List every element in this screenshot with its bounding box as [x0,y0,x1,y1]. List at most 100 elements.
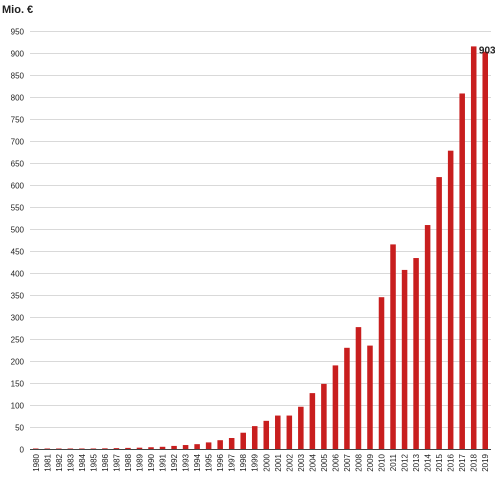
bar-1984 [79,449,85,450]
x-tick-label-1995: 1995 [205,453,214,471]
y-tick-label-150: 150 [11,380,25,389]
bar-1983 [68,449,74,450]
y-tick-label-650: 650 [11,160,25,169]
x-tick-label-1981: 1981 [43,453,52,471]
x-tick-label-2001: 2001 [274,453,283,471]
bar-1987 [114,448,120,449]
x-tick-label-2009: 2009 [366,453,375,471]
y-tick-label-550: 550 [11,204,25,213]
y-tick-label-250: 250 [11,336,25,345]
bar-2006 [333,365,339,449]
bar-2007 [344,348,350,449]
bar-2001 [275,416,281,449]
x-tick-label-1984: 1984 [78,453,87,471]
x-tick-label-2010: 2010 [378,453,387,471]
x-tick-label-2019: 2019 [481,453,490,471]
bar-1995 [206,442,212,449]
bar-2008 [356,327,362,449]
bar-1999 [252,426,258,449]
bar-2002 [287,416,293,449]
x-tick-label-2012: 2012 [401,453,410,471]
bar-1981 [45,449,51,450]
x-tick-label-2011: 2011 [389,453,398,471]
x-tick-label-2003: 2003 [297,453,306,471]
y-tick-label-600: 600 [11,182,25,191]
x-tick-label-2013: 2013 [412,453,421,471]
bar-2018 [471,46,477,449]
x-tick-label-2008: 2008 [354,453,363,471]
y-tick-label-750: 750 [11,116,25,125]
bar-1980 [33,449,39,450]
x-tick-label-1996: 1996 [216,453,225,471]
x-tick-label-1980: 1980 [32,453,41,471]
x-tick-label-1987: 1987 [112,453,121,471]
x-tick-label-1993: 1993 [182,453,191,471]
y-tick-label-400: 400 [11,270,25,279]
x-tick-label-1994: 1994 [193,453,202,471]
bars [33,46,488,449]
x-tick-label-2007: 2007 [343,453,352,471]
bar-2019 [482,52,488,449]
annotations: 903 [479,46,495,57]
y-axis-unit-label: Mio. € [2,4,33,16]
bar-2005 [321,384,327,449]
y-tick-label-500: 500 [11,226,25,235]
x-tick-label-1992: 1992 [170,453,179,471]
x-tick-label-2015: 2015 [435,453,444,471]
bar-2003 [298,407,304,449]
bar-2004 [310,393,316,449]
x-tick-label-2000: 2000 [262,453,271,471]
bar-2000 [264,421,270,449]
bar-2015 [436,177,442,449]
bar-1988 [125,448,131,449]
bar-2013 [413,258,419,449]
x-tick-label-2017: 2017 [458,453,467,471]
bar-2010 [379,297,385,449]
bar-1990 [148,447,154,449]
x-tick-label-1997: 1997 [228,453,237,471]
x-tick-label-2016: 2016 [447,453,456,471]
x-tick-label-1990: 1990 [147,453,156,471]
y-tick-label-800: 800 [11,94,25,103]
y-axis-ticks: 0 50 100 150 200 250 300 350 400 450 500 550 600 650 7… [11,28,25,455]
y-tick-label-200: 200 [11,358,25,367]
bar-2016 [448,151,454,449]
bar-2009 [367,346,373,449]
x-tick-label-1998: 1998 [239,453,248,471]
bar-1994 [194,444,200,449]
x-tick-label-2018: 2018 [470,453,479,471]
x-tick-label-1983: 1983 [66,453,75,471]
x-tick-label-2005: 2005 [320,453,329,471]
y-tick-label-900: 900 [11,50,25,59]
x-tick-label-2014: 2014 [424,453,433,471]
y-tick-label-0: 0 [20,446,25,455]
bar-1992 [171,446,177,449]
y-tick-label-450: 450 [11,248,25,257]
bar-1993 [183,445,189,449]
x-tick-label-2002: 2002 [285,453,294,471]
x-tick-label-2006: 2006 [331,453,340,471]
y-tick-label-950: 950 [11,28,25,37]
y-tick-label-50: 50 [15,424,24,433]
bar-2012 [402,270,408,449]
bar-2017 [459,93,465,449]
y-tick-label-100: 100 [11,402,25,411]
x-tick-label-1982: 1982 [55,453,64,471]
bar-2011 [390,244,396,449]
bar-1996 [217,440,223,449]
x-tick-label-1999: 1999 [251,453,260,471]
x-tick-label-1988: 1988 [124,453,133,471]
bar-1997 [229,438,235,449]
y-tick-label-850: 850 [11,72,25,81]
bar-1998 [240,433,246,449]
bar-1989 [137,448,143,449]
bar-1985 [91,449,97,450]
y-tick-label-700: 700 [11,138,25,147]
gridlines [30,32,491,450]
x-tick-label-1991: 1991 [159,453,168,471]
x-axis-ticks: 1980 1981 1982 1983 1984 1985 1986 1987 1988 1989… [32,453,490,471]
bar-1982 [56,449,62,450]
x-tick-label-1986: 1986 [101,453,110,471]
y-tick-label-300: 300 [11,314,25,323]
